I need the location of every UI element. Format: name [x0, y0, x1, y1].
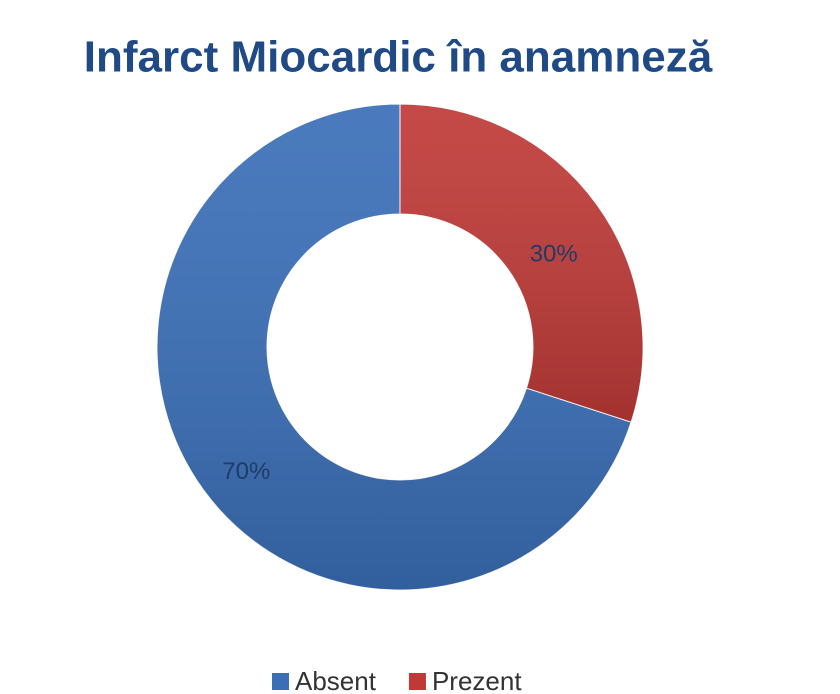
legend-swatch — [272, 673, 289, 690]
slice-shade — [400, 104, 643, 423]
legend-swatch — [408, 673, 426, 690]
data-label: 70% — [222, 458, 270, 485]
chart-title: Infarct Miocardic în anamneză — [84, 33, 713, 82]
legend-label: Absent — [295, 666, 377, 694]
legend-label: Prezent — [432, 666, 522, 694]
slice-shade — [156, 104, 632, 590]
data-label: 30% — [530, 241, 578, 268]
